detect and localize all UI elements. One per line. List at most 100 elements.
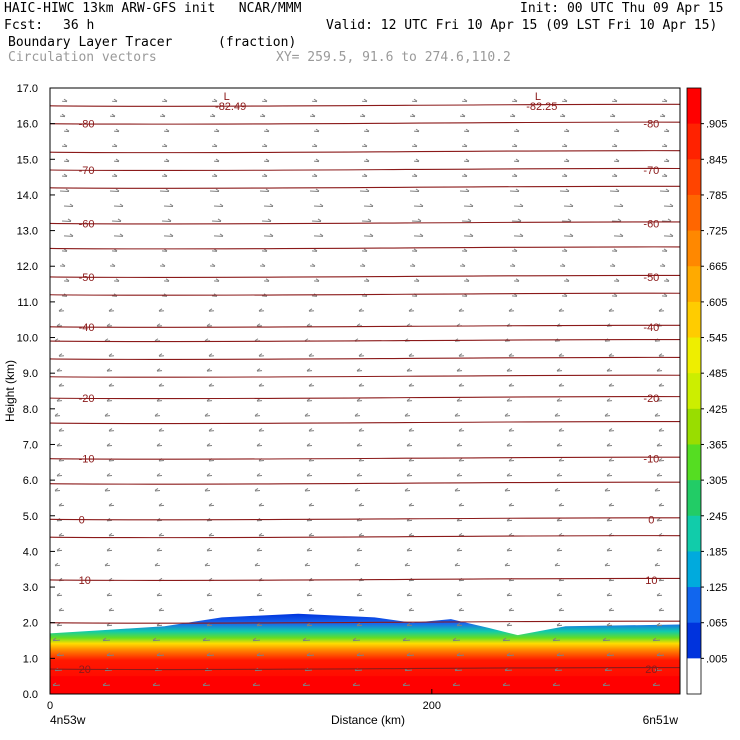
vector-head [202,637,207,641]
vector-head [513,143,518,147]
vector-head [115,278,120,282]
vector-shaft [658,504,665,507]
vector-head [356,443,361,446]
vector-shaft [658,609,665,612]
vector-shaft [504,489,511,492]
vector-head [558,532,563,536]
vector-head [456,323,461,327]
vector-head [167,218,172,222]
vector-shaft [454,415,461,417]
vector-shaft [263,280,270,282]
vector-shaft [256,549,263,552]
vector-shaft [163,160,170,163]
vector-head [213,143,218,147]
vector-shaft [58,534,65,537]
endpoint-left: 4n53w [50,713,86,727]
colorbar-segment [687,658,701,695]
vector-shaft [204,669,213,672]
vector-shaft [158,609,165,612]
vector-shaft [561,250,568,252]
vector-shaft [656,519,663,522]
vector-shaft [359,190,370,193]
vector-shaft [263,160,270,163]
colorbar-label: .365 [706,439,727,451]
vector-head [569,233,574,237]
vector-shaft [163,280,170,282]
vector-shaft [61,295,68,297]
vector-head [258,532,263,536]
vector-shaft [613,280,620,282]
vector-shaft [504,340,511,342]
vector-shaft [156,654,165,657]
vector-shaft [308,310,315,312]
vector-shaft [358,579,365,582]
contour-line [50,517,680,521]
vector-head [158,532,163,536]
vector-head [211,113,216,117]
vector-shaft [108,504,115,507]
vector-shaft [556,370,563,372]
vector-head [208,353,213,357]
vector-head [663,293,668,297]
vector-head [269,203,274,207]
vector-shaft [158,310,165,312]
vector-head [213,173,218,177]
vector-shaft [254,669,263,672]
vector-head [169,203,174,207]
vector-head [154,413,159,417]
vector-head [206,592,211,596]
vector-head [558,383,563,387]
vector-shaft [458,310,465,312]
y-tick-label: 11.0 [17,297,38,309]
vector-head [456,398,461,402]
vector-shaft [513,205,524,207]
vector-head [58,607,63,611]
vector-head [254,488,259,491]
vector-head [102,637,107,641]
vector-shaft [458,579,465,582]
vector-head [254,562,259,566]
vector-head [206,368,211,372]
contour-label: -20 [643,393,659,405]
vector-head [406,473,411,476]
vector-shaft [358,609,365,612]
tracer-core [50,676,680,694]
contour-line [50,577,680,582]
plot-frame [49,87,681,695]
vector-shaft [309,115,316,118]
vector-shaft [563,280,570,282]
vector-shaft [158,385,165,387]
vector-head [502,682,507,686]
axes: 0.0 1.0 2.0 3.0 4.0 5.0 6.0 7.0 8.0 9.0 10.0 11.0 12… [17,83,441,712]
vector-shaft [59,190,70,193]
vector-shaft [563,235,574,237]
vector-shaft [213,280,220,282]
vector-head [665,128,670,132]
vector-head [313,248,318,252]
vector-shaft [161,175,168,178]
vector-head [108,308,113,312]
vector-shaft [609,115,616,118]
vector-head [661,263,666,267]
vector-head [158,503,163,506]
vector-shaft [363,130,370,133]
vector-head [256,323,261,327]
vector-head [65,128,70,132]
vector-head [558,458,563,461]
vector-shaft [163,130,170,133]
vector-head [513,98,518,102]
vector-head [204,413,209,417]
vector-shaft [56,594,63,597]
vector-shaft [102,684,111,687]
vector-shaft [311,145,318,148]
vector-shaft [556,549,563,552]
vector-head [469,233,474,237]
vector-head [267,218,272,222]
vector-head [158,428,163,431]
vector-head [556,473,561,476]
vector-head [108,503,113,506]
vector-head [606,547,611,551]
vector-head [556,592,561,596]
vector-shaft [452,684,461,687]
vector-shaft [609,265,616,267]
